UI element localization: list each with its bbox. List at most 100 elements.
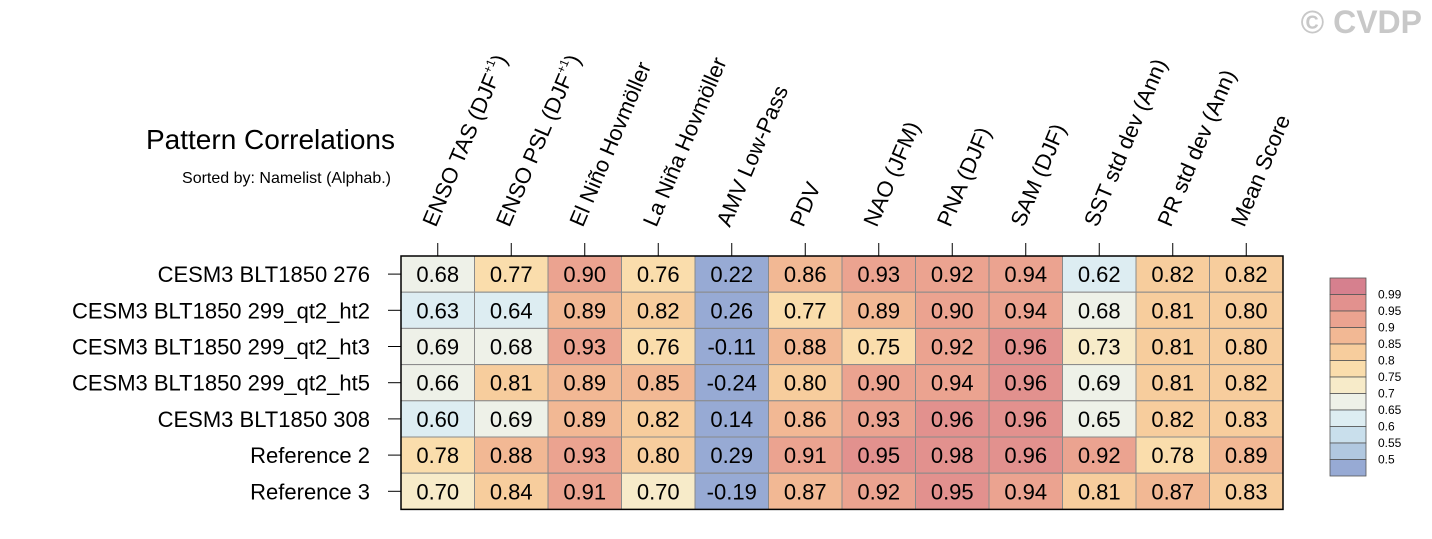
cell-value: 0.86 [784,407,827,432]
cell-value: 0.91 [784,443,827,468]
heatmap-cell [400,364,475,402]
cell-value: 0.92 [931,262,974,287]
row-label: CESM3 BLT1850 299_qt2_ht5 [72,371,370,396]
heatmap-cell [1209,327,1284,366]
heatmap-cell [547,327,622,366]
heatmap-cell [1135,400,1210,438]
colorbar-label: 0.95 [1378,304,1402,318]
cell-value: 0.87 [1151,479,1194,504]
heatmap-cell [1135,436,1210,474]
heatmap-cells [400,255,1284,511]
heatmap-cell [915,400,990,438]
cell-value: 0.83 [1225,407,1268,432]
heatmap-cell [988,327,1063,366]
heatmap-cell [1062,436,1137,474]
cell-value: 0.98 [931,443,974,468]
cell-value: 0.78 [1151,443,1194,468]
heatmap-cell [400,327,475,366]
cell-value: 0.92 [1078,443,1121,468]
cell-value: 0.80 [1225,298,1268,323]
colorbar-label: 0.6 [1378,420,1395,434]
row-label: Reference 2 [250,443,370,468]
cell-value: 0.90 [931,298,974,323]
cell-value: 0.93 [563,335,606,360]
heatmap-cell [915,255,990,293]
cell-value: 0.80 [637,443,680,468]
cell-value: 0.82 [1151,262,1194,287]
cell-value: 0.77 [784,298,827,323]
row-label: CESM3 BLT1850 299_qt2_ht3 [72,335,370,360]
cell-value: 0.90 [857,371,900,396]
cell-value: 0.96 [931,407,974,432]
column-label: PNA (DJF) [932,123,996,230]
cell-value: 0.82 [1151,407,1194,432]
cell-value: 0.69 [1078,371,1121,396]
column-label: El Niño Hovmöller [564,58,656,230]
cell-value: 0.82 [1225,262,1268,287]
cell-value: 0.73 [1078,335,1121,360]
heatmap-cell [841,291,916,329]
cell-value: 0.88 [490,443,533,468]
colorbar-swatch [1329,409,1367,427]
colorbar-swatch [1329,442,1367,460]
row-label: CESM3 BLT1850 276 [158,262,370,287]
heatmap-cell [1135,255,1210,293]
heatmap-cell [621,327,696,366]
cell-value: 0.86 [784,262,827,287]
cell-value: 0.89 [563,298,606,323]
cell-value: 0.80 [784,371,827,396]
heatmap-cell [694,364,769,402]
cell-value: 0.70 [416,479,459,504]
cell-value: -0.24 [707,371,757,396]
heatmap-cell [1209,255,1284,293]
colorbar-swatch [1329,426,1367,444]
cell-value-labels: 0.68 0.77 0.90 0.76 0.22 0.86 0.93 0.92 0.94 0.62… [416,262,1267,504]
heatmap-cell [1135,364,1210,402]
heatmap-cell [915,436,990,474]
cell-value: 0.96 [1004,371,1047,396]
column-label: SST std dev (Ann) [1079,55,1172,230]
cell-value: 0.94 [1004,262,1047,287]
colorbar-label: 0.55 [1378,436,1402,450]
colorbar-label: 0.75 [1378,370,1402,384]
cell-value: 0.82 [637,407,680,432]
heatmap-cell [694,400,769,438]
cell-value: 0.62 [1078,262,1121,287]
row-labels: CESM3 BLT1850 276 CESM3 BLT1850 299_qt2_h… [72,262,370,504]
cell-value: 0.68 [416,262,459,287]
colorbar: 0.99 0.95 0.9 0.85 0.8 0.75 0.7 0.65 0.6 0.55 0.5 [1329,277,1402,477]
heatmap-cell [1209,472,1284,510]
cell-value: 0.60 [416,407,459,432]
heatmap-cell [988,436,1063,474]
heatmap-cell [621,472,696,510]
colorbar-label: 0.9 [1378,321,1395,335]
column-label: Mean Score [1226,111,1295,230]
cell-value: 0.63 [416,298,459,323]
cell-value: -0.11 [707,335,756,360]
colorbar-label: 0.85 [1378,337,1402,351]
cell-value: 0.78 [416,443,459,468]
cell-value: 0.81 [1151,298,1194,323]
chart-subtitle: Sorted by: Namelist (Alphab.) [182,170,391,187]
heatmap-cell [1135,472,1210,510]
heatmap-cell [768,364,843,402]
colorbar-swatch [1329,376,1367,394]
cell-value: 0.96 [1004,407,1047,432]
axis-ticks [388,243,1247,492]
cell-value: 0.93 [857,407,900,432]
column-label: NAO (JFM) [858,118,924,230]
cell-value: 0.85 [637,371,680,396]
cell-value: 0.95 [931,479,974,504]
cell-value: 0.91 [563,479,606,504]
column-label: SAM (DJF) [1005,120,1071,230]
heatmap-cell [694,291,769,329]
cell-value: 0.92 [931,335,974,360]
cell-value: 0.81 [490,371,533,396]
heatmap-cell [988,291,1063,329]
colorbar-label: 0.7 [1378,387,1395,401]
row-label: CESM3 BLT1850 299_qt2_ht2 [72,298,370,323]
cell-value: 0.22 [710,262,753,287]
heatmap-cell [1062,472,1137,510]
colorbar-swatch [1329,277,1367,295]
cell-value: 0.77 [490,262,533,287]
